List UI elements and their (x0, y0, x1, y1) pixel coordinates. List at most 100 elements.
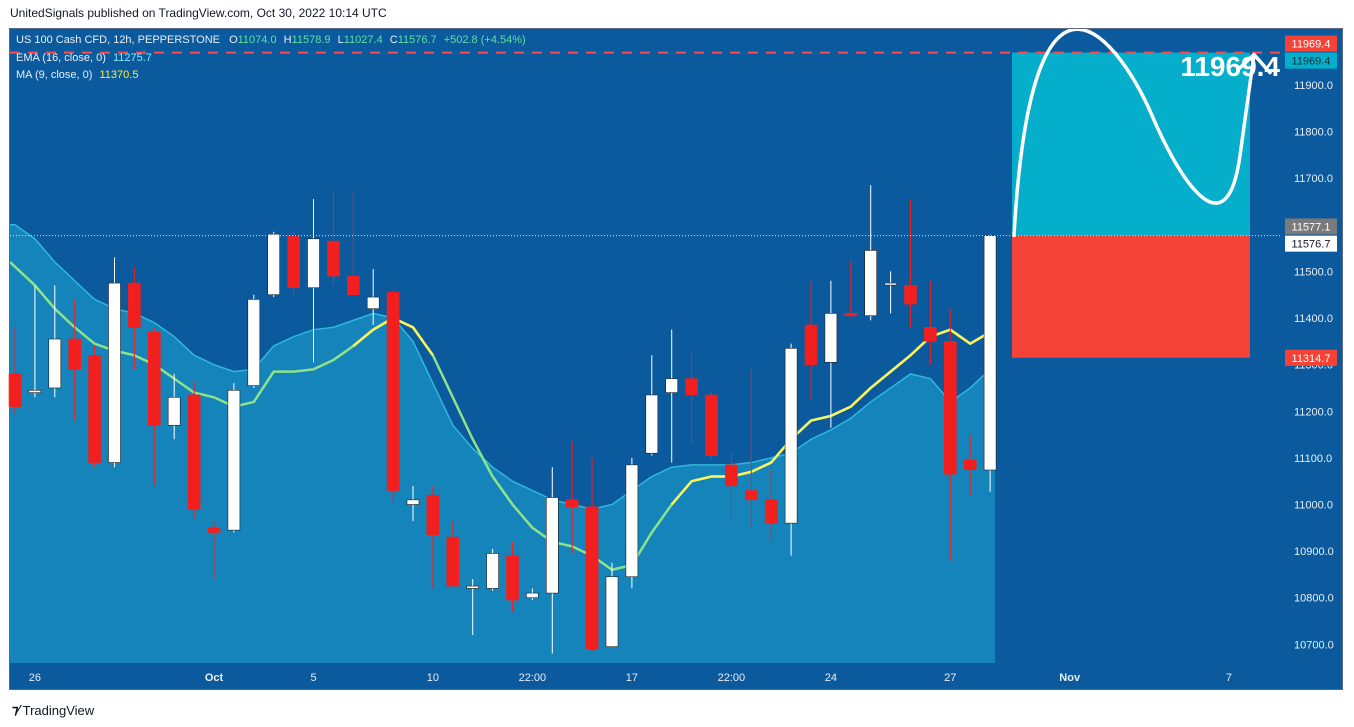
target-zone (1012, 52, 1250, 236)
candle-body (446, 536, 460, 587)
badge-target-line-bg (1285, 52, 1337, 69)
y-tick-label: 10800.0 (1294, 593, 1334, 605)
legend-close: 11576.7 (397, 34, 437, 46)
candle-body (148, 331, 161, 426)
x-tick-label: 7 (1226, 672, 1232, 684)
legend-row-symbol: US 100 Cash CFD, 12h, PEPPERSTONE O11074… (16, 34, 526, 46)
x-tick-label: 22:00 (519, 672, 547, 684)
legend-low: 11027.4 (343, 34, 383, 46)
y-tick-label: 11400.0 (1294, 313, 1333, 325)
tradingview-logo-icon: ⁊⁄ (12, 702, 20, 717)
candle-body (486, 553, 499, 589)
candle-body (466, 585, 480, 589)
x-tick-label: 24 (825, 672, 837, 684)
candle-body (804, 324, 818, 365)
projection-curve (1012, 27, 1256, 238)
candle-body (48, 338, 62, 389)
candle-body (645, 394, 659, 454)
x-tick-label: Oct (205, 672, 224, 684)
legend-ma-label: MA (9, close, 0) (16, 69, 93, 81)
candle-body (187, 394, 201, 510)
badge-target-line: 11969.4 (1292, 56, 1331, 68)
y-tick-label: 11800.0 (1294, 127, 1333, 139)
candle-body (764, 499, 778, 524)
candle-body (665, 378, 679, 393)
candle-body (844, 313, 858, 316)
candle-body (685, 378, 698, 396)
candle-body (963, 459, 977, 470)
x-tick-label: 22:00 (718, 672, 746, 684)
candle-body (725, 464, 738, 487)
candle-body (386, 292, 400, 491)
candle-body (545, 497, 559, 594)
legend-l-label: L (337, 34, 344, 46)
candle-body (307, 238, 320, 289)
ema-line (10, 224, 991, 510)
candle-body (366, 296, 380, 310)
candle-body (526, 592, 539, 599)
legend-row-ema[interactable]: EMA (16, close, 0) 11275.7 (16, 52, 152, 64)
candle-body (943, 341, 957, 475)
legend-c-label: C (389, 34, 398, 46)
candle-body (68, 338, 81, 370)
candle-body (108, 282, 121, 463)
candle-body (247, 299, 261, 386)
y-tick-label: 11200.0 (1294, 406, 1333, 418)
y-tick-label: 11700.0 (1294, 173, 1333, 185)
y-tick-label: 10700.0 (1294, 639, 1334, 651)
y-tick-label: 11100.0 (1294, 453, 1332, 465)
badge-target-price-bg (1285, 35, 1337, 52)
footer-brand[interactable]: ⁊⁄ TradingView (12, 702, 94, 718)
badge-entry: 11577.1 (1292, 221, 1331, 233)
candle-body (128, 282, 141, 328)
y-tick-label: 10900.0 (1294, 546, 1334, 558)
x-tick-label: Nov (1059, 672, 1081, 684)
legend-high: 11578.9 (291, 34, 331, 46)
x-tick-label: 26 (29, 672, 41, 684)
projection-arrow-icon (1236, 52, 1272, 75)
legend-symbol[interactable]: US 100 Cash CFD, 12h, PEPPERSTONE (16, 34, 220, 46)
ema-area (10, 224, 996, 663)
axis-pane-bg (1282, 29, 1342, 663)
candle-body (406, 499, 420, 505)
candle-body (506, 555, 519, 601)
legend-ma-value: 11370.5 (99, 69, 139, 81)
legend-row-ma[interactable]: MA (9, close, 0) 11370.5 (16, 69, 138, 81)
candle-body (346, 275, 360, 296)
candle-body (983, 235, 997, 471)
candle-body (904, 285, 917, 305)
candle-body (864, 250, 878, 316)
candle-body (705, 394, 718, 456)
candle-body (924, 327, 937, 342)
candle-body (28, 389, 42, 393)
candle-body (426, 494, 440, 536)
legend-change: +502.8 (+4.54%) (443, 34, 526, 46)
candle-body (327, 240, 340, 277)
y-tick-label: 11900.0 (1294, 80, 1333, 92)
badge-current-price-bg (1285, 235, 1337, 252)
legend-o-label: O (229, 34, 238, 46)
candle-body (824, 313, 838, 363)
x-tick-label: 27 (944, 672, 956, 684)
candle-body (744, 490, 758, 501)
target-label: 11969.4 (1180, 51, 1280, 82)
candle-body (784, 348, 798, 524)
candle-body (227, 389, 241, 531)
candle-body (585, 506, 599, 650)
badge-stop: 11314.7 (1292, 353, 1331, 365)
published-header: UnitedSignals published on TradingView.c… (10, 6, 387, 20)
legend-ema-label: EMA (16, close, 0) (16, 52, 106, 64)
stop-zone (1012, 235, 1250, 358)
time-axis-bg (10, 663, 1342, 689)
candle-body (88, 355, 101, 463)
y-tick-label: 11000.0 (1294, 500, 1333, 512)
chart-frame (9, 28, 1343, 690)
badge-current-price: 11576.7 (1292, 239, 1331, 251)
candle-body (167, 396, 181, 426)
y-tick-label: 11500.0 (1294, 266, 1333, 278)
x-tick-label: 5 (310, 672, 316, 684)
candle-body (267, 233, 281, 296)
candle-body (605, 576, 619, 647)
candle-body (884, 282, 897, 286)
